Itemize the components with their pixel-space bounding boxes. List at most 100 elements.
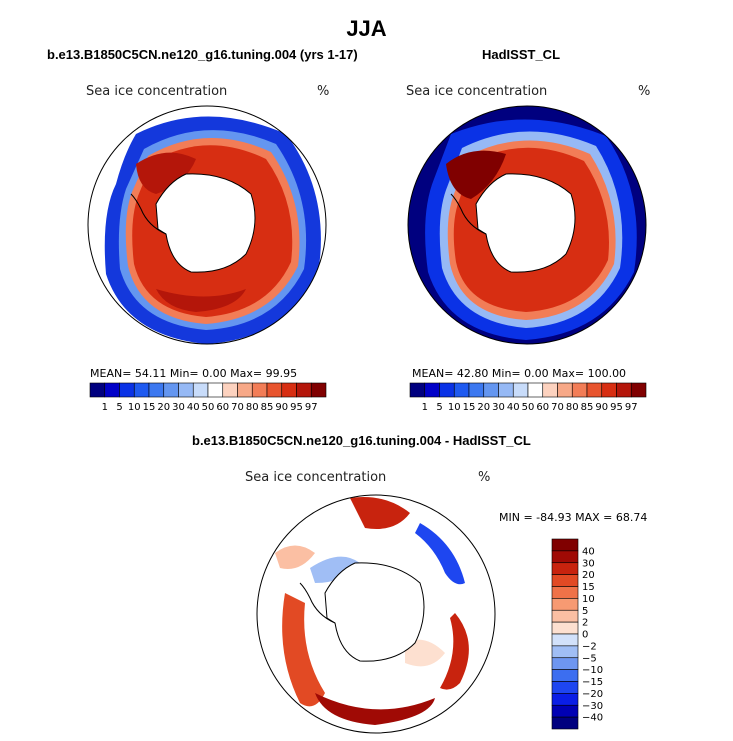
colorbar-tick-label: 97: [305, 402, 318, 413]
colorbar-box: [89, 382, 106, 398]
panel2-title: HadISST_CL: [482, 47, 561, 62]
colorbar-box: [630, 382, 647, 398]
panel2-units: %: [638, 84, 651, 99]
panel2-field-label: Sea ice concentration: [406, 84, 548, 99]
colorbar-tick-label: 30: [172, 402, 185, 413]
colorbar-box: [468, 382, 485, 398]
colorbar-tick-label: −2: [582, 641, 597, 652]
panel3-map: [256, 494, 496, 734]
colorbar-tick-label: 90: [595, 402, 608, 413]
colorbar-tick-label: 80: [566, 402, 579, 413]
colorbar-box: [512, 382, 529, 398]
colorbar-tick-label: 85: [581, 402, 594, 413]
panel1-colorbar: 1 5 10 15 20 30 40 50 60 70 80 85 90 95 97: [89, 382, 327, 413]
panel1-title: b.e13.B1850C5CN.ne120_g16.tuning.004 (yr…: [47, 47, 358, 62]
colorbar-tick-label: 2: [582, 618, 588, 629]
colorbar-tick-label: −15: [582, 677, 603, 688]
colorbar-box: [266, 382, 283, 398]
colorbar-tick-label: 97: [625, 402, 638, 413]
colorbar-box: [586, 382, 603, 398]
colorbar-box: [310, 382, 327, 398]
panel3-stats: MIN = -84.93 MAX = 68.74: [499, 511, 648, 524]
colorbar-box: [551, 681, 579, 694]
colorbar-tick-label: 70: [551, 402, 564, 413]
colorbar-box: [551, 574, 579, 587]
colorbar-tick-label: 20: [582, 570, 595, 581]
colorbar-box: [551, 657, 579, 670]
colorbar-tick-label: 20: [477, 402, 490, 413]
colorbar-tick-label: 5: [582, 606, 588, 617]
colorbar-tick-label: −5: [582, 653, 597, 664]
colorbar-tick-label: 40: [582, 546, 595, 557]
panel2-colorbar: 1 5 10 15 20 30 40 50 60 70 80 85 90 95 97: [409, 382, 647, 413]
colorbar-box: [571, 382, 588, 398]
colorbar-box: [296, 382, 312, 398]
colorbar-box: [483, 382, 499, 398]
colorbar-tick-label: −10: [582, 665, 603, 676]
colorbar-box: [439, 382, 455, 398]
colorbar-box: [453, 382, 470, 398]
colorbar-box: [551, 538, 579, 552]
colorbar-tick-label: 10: [582, 594, 595, 605]
colorbar-box: [281, 382, 297, 398]
colorbar-box: [119, 382, 135, 398]
colorbar-tick-label: 50: [202, 402, 215, 413]
colorbar-box: [557, 382, 573, 398]
colorbar-box: [192, 382, 209, 398]
colorbar-box: [163, 382, 179, 398]
colorbar-box: [616, 382, 632, 398]
panel2-stats: MEAN= 42.80 Min= 0.00 Max= 100.00: [412, 367, 627, 380]
colorbar-tick-label: 1: [422, 402, 428, 413]
colorbar-box: [222, 382, 238, 398]
colorbar-tick-label: 70: [231, 402, 244, 413]
colorbar-tick-label: 5: [436, 402, 442, 413]
colorbar-box: [251, 382, 268, 398]
colorbar-tick-label: 90: [275, 402, 288, 413]
colorbar-box: [551, 598, 579, 611]
panel1-stats: MEAN= 54.11 Min= 0.00 Max= 99.95: [90, 367, 298, 380]
colorbar-box: [237, 382, 253, 398]
colorbar-tick-label: 30: [492, 402, 505, 413]
colorbar-box: [551, 704, 579, 718]
colorbar-box: [601, 382, 617, 398]
colorbar-box: [551, 586, 579, 599]
colorbar-box: [551, 609, 579, 623]
colorbar-tick-label: 15: [582, 582, 595, 593]
colorbar-tick-label: 85: [261, 402, 274, 413]
colorbar-box: [104, 382, 120, 398]
colorbar-box: [527, 382, 544, 398]
colorbar-tick-label: 1: [102, 402, 108, 413]
panel3-field-label: Sea ice concentration: [245, 470, 387, 485]
colorbar-tick-label: 20: [157, 402, 170, 413]
colorbar-box: [424, 382, 440, 398]
colorbar-box: [542, 382, 558, 398]
panel2-map: [407, 105, 647, 345]
colorbar-box: [498, 382, 514, 398]
colorbar-box: [551, 621, 579, 635]
colorbar-box: [551, 693, 579, 706]
panel3-title: b.e13.B1850C5CN.ne120_g16.tuning.004 - H…: [192, 433, 531, 448]
colorbar-box: [551, 716, 579, 730]
colorbar-box: [207, 382, 224, 398]
colorbar-tick-label: 10: [128, 402, 141, 413]
colorbar-tick-label: 10: [448, 402, 461, 413]
colorbar-tick-label: 50: [522, 402, 535, 413]
panel1-units: %: [317, 84, 330, 99]
colorbar-box: [409, 382, 426, 398]
colorbar-tick-label: 15: [143, 402, 156, 413]
panel1-field-label: Sea ice concentration: [86, 84, 228, 99]
colorbar-tick-label: 40: [507, 402, 520, 413]
colorbar-tick-label: 40: [187, 402, 200, 413]
colorbar-tick-label: 60: [216, 402, 229, 413]
colorbar-tick-label: −40: [582, 713, 603, 724]
colorbar-box: [551, 669, 579, 682]
colorbar-box: [551, 550, 579, 564]
colorbar-box: [178, 382, 194, 398]
colorbar-box: [551, 562, 579, 575]
colorbar-tick-label: 30: [582, 558, 595, 569]
panel1-map: [87, 105, 327, 345]
figure-title: JJA: [346, 16, 387, 41]
colorbar-tick-label: 95: [610, 402, 623, 413]
colorbar-tick-label: 5: [116, 402, 122, 413]
